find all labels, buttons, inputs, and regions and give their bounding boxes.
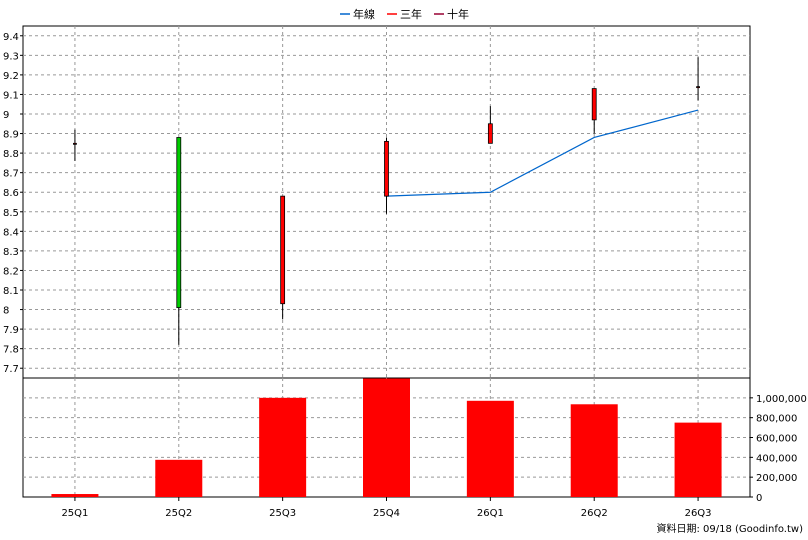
price-tick-label-16: 9.3 <box>3 51 19 62</box>
price-tick-label-11: 8.8 <box>3 149 19 160</box>
price-tick-label-4: 8.1 <box>3 286 19 297</box>
source-label: 資料日期: 09/18 (Goodinfo.tw) <box>656 522 803 535</box>
x-tick-label-2: 25Q3 <box>269 508 296 519</box>
price-tick-label-0: 7.7 <box>3 364 19 375</box>
x-axis: 25Q1 25Q2 25Q3 25Q4 26Q1 26Q2 26Q3 <box>61 497 712 519</box>
volume-tick-label-3: 600,000 <box>756 434 797 445</box>
legend-label-2: 十年 <box>447 7 469 21</box>
price-tick-label-2: 7.9 <box>3 325 19 336</box>
x-tick-label-1: 25Q2 <box>165 508 192 519</box>
x-tick-label-3: 25Q4 <box>373 508 400 519</box>
volume-panel: 0 200,000 400,000 600,000 800,000 1,000,000 <box>22 377 807 504</box>
x-tick-label-6: 26Q3 <box>685 508 712 519</box>
volume-bar-0 <box>51 494 99 497</box>
candle-body-4 <box>487 123 493 144</box>
price-panel: 7.7 7.8 7.9 8 8.1 8.2 8.3 8.4 8.5 8.6 8.7 8.8 8.9 9 9.… <box>3 25 751 379</box>
volume-bar-6 <box>674 422 722 497</box>
candle-body-1 <box>176 137 182 308</box>
price-tick-label-8: 8.5 <box>3 208 19 219</box>
legend-label-1: 三年 <box>400 7 422 21</box>
volume-tick-label-4: 800,000 <box>756 414 797 425</box>
price-tick-label-10: 8.7 <box>3 169 19 180</box>
volume-bar-2 <box>259 397 307 497</box>
volume-bar-1 <box>155 459 203 497</box>
annual-line <box>386 109 699 197</box>
price-tick-label-7: 8.4 <box>3 227 19 238</box>
legend-label-0: 年線 <box>353 7 375 21</box>
volume-tick-label-0: 0 <box>756 493 762 504</box>
price-tick-label-9: 8.6 <box>3 188 19 199</box>
price-tick-label-15: 9.2 <box>3 71 19 82</box>
candle-body-6 <box>696 86 700 89</box>
volume-bar-5 <box>570 404 618 497</box>
x-tick-label-5: 26Q2 <box>581 508 608 519</box>
volume-tick-label-2: 400,000 <box>756 453 797 464</box>
x-tick-label-0: 25Q1 <box>61 508 88 519</box>
candle-body-3 <box>384 140 389 197</box>
candle-body-0 <box>73 142 77 145</box>
price-tick-label-3: 8 <box>3 306 9 317</box>
volume-bar-4 <box>466 400 514 497</box>
price-tick-label-6: 8.3 <box>3 247 19 258</box>
x-tick-label-4: 26Q1 <box>477 508 504 519</box>
legend: 年線 三年 十年 <box>340 7 469 21</box>
price-tick-label-14: 9.1 <box>3 90 19 101</box>
price-tick-label-12: 8.9 <box>3 130 19 141</box>
price-tick-label-17: 9.4 <box>3 32 19 43</box>
price-tick-label-13: 9 <box>3 110 9 121</box>
volume-tick-label-1: 200,000 <box>756 473 797 484</box>
candle-body-5 <box>591 88 597 121</box>
volume-bar-3 <box>363 378 410 497</box>
price-tick-label-5: 8.2 <box>3 266 19 277</box>
price-tick-label-1: 7.8 <box>3 345 19 356</box>
volume-tick-label-5: 1,000,000 <box>756 394 807 405</box>
candle-body-2 <box>280 195 286 305</box>
